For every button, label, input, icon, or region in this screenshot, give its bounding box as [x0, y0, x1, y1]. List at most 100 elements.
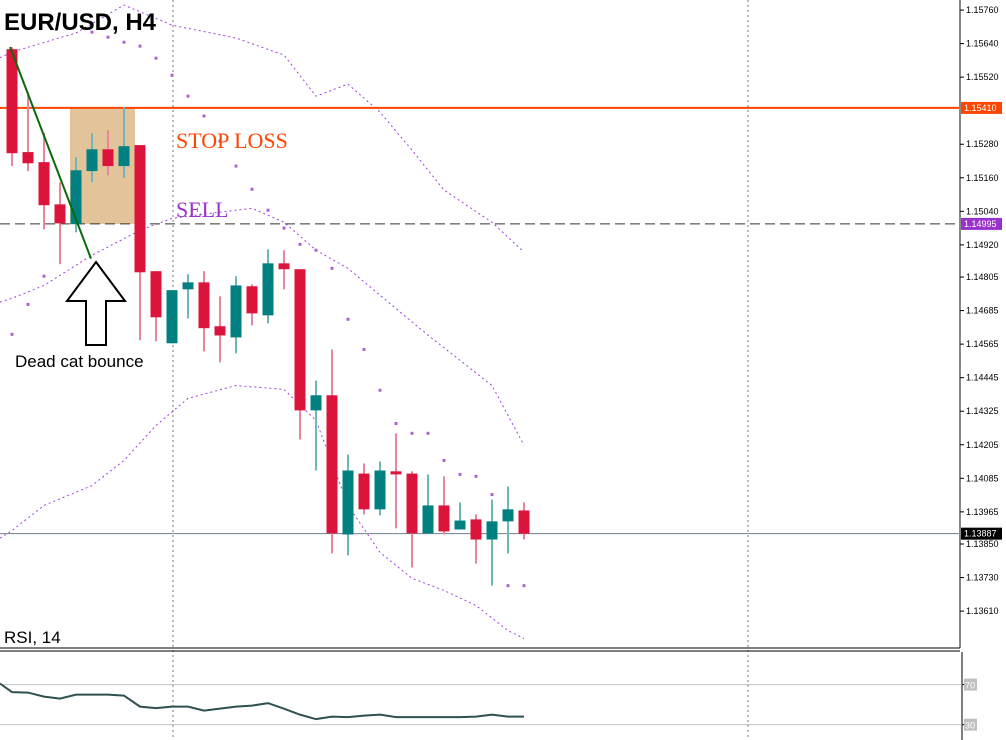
candle-body — [6, 49, 18, 154]
candle-body — [166, 290, 178, 344]
candle-body — [262, 263, 274, 316]
candle — [262, 249, 274, 324]
candle — [326, 349, 338, 554]
candle — [342, 454, 354, 556]
sar-dot — [186, 94, 190, 98]
candle — [198, 271, 210, 352]
sar-dot — [298, 242, 302, 246]
rsi-line — [0, 682, 524, 721]
chart-title: EUR/USD, H4 — [4, 9, 157, 36]
candle-body — [310, 395, 322, 411]
rsi-level-tag — [964, 678, 977, 691]
y-tick-label: 1.15520 — [966, 72, 999, 82]
y-tick-label: 1.15760 — [966, 5, 999, 15]
candle-body — [102, 149, 114, 167]
y-tick-label: 1.14920 — [966, 240, 999, 250]
sar-dot — [362, 347, 366, 351]
parabolic-sar — [10, 30, 526, 588]
sar-dot — [474, 474, 478, 478]
candle-body — [454, 520, 466, 530]
up-arrow-icon — [65, 260, 127, 346]
candle — [502, 486, 514, 554]
sar-dot — [202, 114, 206, 118]
candle — [358, 463, 370, 515]
bollinger-middle-band — [0, 207, 525, 446]
candle-body — [278, 263, 290, 270]
candle-body — [22, 152, 34, 164]
sar-dot — [282, 226, 286, 230]
sell-label: SELL — [176, 197, 229, 222]
sar-dot — [346, 317, 350, 321]
candle — [134, 145, 146, 341]
candle-body — [502, 509, 514, 522]
sar-dot — [522, 584, 526, 588]
candle-body — [470, 519, 482, 540]
current-price-tag-label: 1.13887 — [964, 529, 997, 539]
stop-loss-label: STOP LOSS — [176, 128, 288, 153]
candle — [470, 514, 482, 564]
candle-body — [294, 269, 306, 411]
y-tick-label: 1.15280 — [966, 139, 999, 149]
sar-dot — [218, 139, 222, 143]
candle-body — [214, 326, 226, 336]
candle — [38, 133, 50, 230]
candle — [166, 290, 178, 344]
candle — [54, 182, 66, 265]
y-tick-label: 1.14205 — [966, 440, 999, 450]
y-tick-label: 1.15640 — [966, 39, 999, 49]
candle-body — [358, 473, 370, 510]
sar-dot — [394, 422, 398, 426]
candle — [150, 271, 162, 342]
candle — [406, 471, 418, 568]
candle — [118, 107, 130, 179]
rsi-level-tag — [964, 718, 977, 731]
y-tick-label: 1.14325 — [966, 406, 999, 416]
rsi-title: RSI, 14 — [4, 628, 61, 647]
sar-dot — [314, 248, 318, 252]
candle — [486, 499, 498, 586]
sar-dot — [426, 431, 430, 435]
candle — [390, 433, 402, 529]
sar-dot — [42, 274, 46, 278]
sar-dot — [330, 266, 334, 270]
trendline-line[interactable] — [9, 46, 92, 259]
candle-body — [150, 271, 162, 318]
candles — [6, 46, 530, 586]
price-axis[interactable]: 1.15760 1.15640 1.15520 1.15280 1.15160 1.150… — [960, 5, 999, 616]
candle — [182, 274, 194, 319]
candle-body — [326, 395, 338, 534]
rsi-level-label: 30 — [965, 721, 975, 731]
candle — [214, 296, 226, 363]
candle — [422, 474, 434, 534]
candle-body — [70, 170, 82, 225]
candle-body — [390, 471, 402, 475]
sar-dot — [122, 40, 126, 44]
stop-loss-tag-label: 1.15410 — [964, 103, 997, 113]
candle — [294, 269, 306, 440]
rsi-panel: 70 30 — [0, 678, 977, 731]
candle-body — [38, 162, 50, 206]
sell-tag — [961, 217, 1002, 230]
candle-body — [54, 204, 66, 224]
sell-tag-label: 1.14995 — [964, 219, 997, 229]
sar-dot — [138, 44, 142, 48]
y-tick-label: 1.14565 — [966, 339, 999, 349]
dead-cat-bounce-label: Dead cat bounce — [15, 352, 144, 371]
candle-body — [374, 470, 386, 510]
candle-body — [134, 145, 146, 273]
y-tick-label: 1.14085 — [966, 473, 999, 483]
candle — [518, 502, 530, 540]
y-tick-label: 1.14685 — [966, 306, 999, 316]
y-tick-label: 1.15040 — [966, 206, 999, 216]
y-tick-label: 1.13610 — [966, 606, 999, 616]
sar-dot — [378, 388, 382, 392]
y-tick-label: 1.13730 — [966, 573, 999, 583]
stop-loss-tag — [961, 101, 1002, 114]
sar-dot — [170, 73, 174, 77]
y-tick-label: 1.13850 — [966, 539, 999, 549]
sar-dot — [442, 458, 446, 462]
candle-body — [518, 510, 530, 534]
sar-dot — [250, 187, 254, 191]
chart-grid — [172, 0, 749, 740]
